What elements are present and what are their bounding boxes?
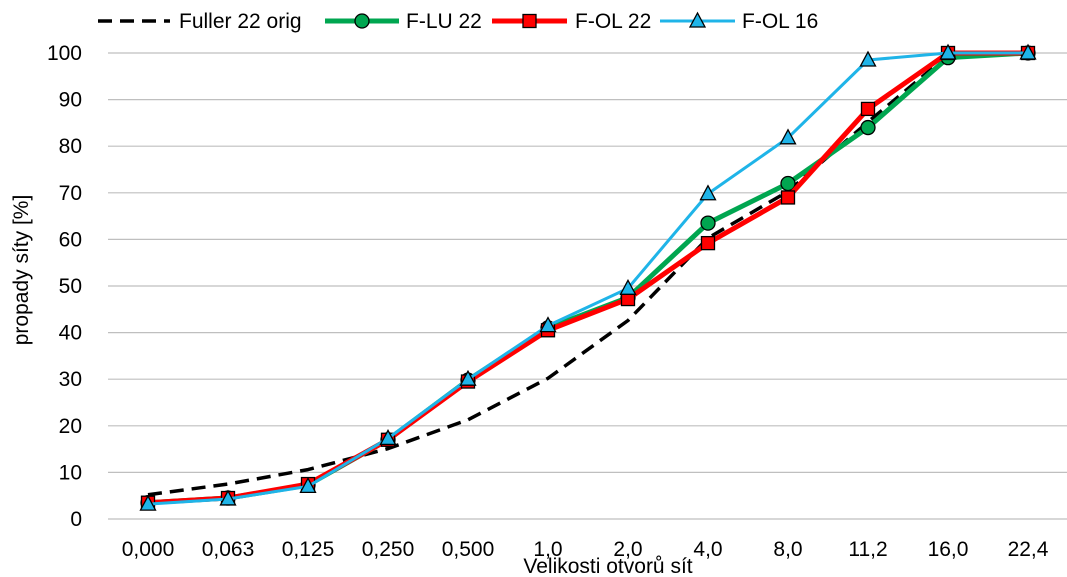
data-point <box>939 43 957 60</box>
legend-item: Fuller 22 orig <box>98 10 302 33</box>
legend-label: F-OL 22 <box>575 10 651 33</box>
y-tick-label: 70 <box>59 182 82 205</box>
legend-item: F-OL 22 <box>492 10 651 33</box>
series-line <box>147 51 1029 497</box>
legend-item: F-LU 22 <box>325 10 482 33</box>
x-tick-label: 8,0 <box>773 538 802 561</box>
y-tick-label: 0 <box>70 508 82 531</box>
data-point <box>379 429 397 446</box>
data-point <box>859 50 877 67</box>
y-tick-label: 30 <box>59 368 82 391</box>
legend-marker <box>354 13 370 29</box>
legend-label: F-LU 22 <box>406 10 482 33</box>
legend-item: F-OL 16 <box>660 10 818 33</box>
series-0 <box>147 51 1029 497</box>
data-point <box>699 184 717 201</box>
y-tick-label: 50 <box>59 275 82 298</box>
grid <box>108 52 1067 520</box>
x-tick-label: 0,000 <box>122 538 175 561</box>
x-tick-label: 1,0 <box>533 538 562 561</box>
data-point <box>539 316 557 333</box>
series-2 <box>140 45 1036 510</box>
data-point <box>219 489 237 506</box>
x-tick-label: 0,125 <box>282 538 335 561</box>
legend: Fuller 22 orig F-LU 22 F-OL 22 F-OL 16 <box>98 10 818 33</box>
data-point <box>459 369 477 386</box>
data-point <box>860 101 876 117</box>
data-point <box>1019 43 1037 60</box>
y-tick-label: 20 <box>59 415 82 438</box>
series-line <box>147 50 1029 506</box>
data-point <box>779 128 797 145</box>
y-axis-title: propady síty [%] <box>10 195 33 346</box>
legend-label: Fuller 22 orig <box>179 10 302 33</box>
x-tick-label: 22,4 <box>1008 538 1049 561</box>
x-tick-label: 2,0 <box>613 538 642 561</box>
x-axis-ticks: 0,000 0,063 0,125 0,250 0,500 1,0 2,0 4,0 8,0 11,… <box>122 538 1049 561</box>
legend-marker <box>522 13 537 29</box>
x-tick-label: 0,063 <box>202 538 255 561</box>
x-tick-label: 0,250 <box>362 538 415 561</box>
y-tick-label: 90 <box>59 89 82 112</box>
data-point <box>299 477 317 494</box>
series-group <box>139 43 1037 511</box>
series-1 <box>140 45 1036 511</box>
y-tick-label: 80 <box>59 135 82 158</box>
data-point <box>619 278 637 295</box>
legend-label: F-OL 16 <box>742 10 818 33</box>
x-tick-label: 0,500 <box>442 538 495 561</box>
legend-marker <box>688 11 707 28</box>
y-tick-label: 10 <box>59 461 82 484</box>
data-point <box>700 215 716 231</box>
series-line <box>147 50 1028 506</box>
y-axis-ticks: 0 10 20 30 40 50 60 70 80 90 100 <box>47 42 82 531</box>
series-line <box>147 51 1028 506</box>
y-tick-label: 100 <box>47 42 82 65</box>
x-tick-label: 4,0 <box>693 538 722 561</box>
x-tick-label: 11,2 <box>848 538 887 561</box>
x-tick-label: 16,0 <box>928 538 969 561</box>
data-point <box>139 494 157 511</box>
data-point <box>700 235 716 251</box>
y-tick-label: 40 <box>59 322 82 345</box>
data-point <box>860 119 876 136</box>
x-axis-title: Velikosti otvorů sít <box>523 555 692 577</box>
data-point <box>780 190 796 205</box>
y-tick-label: 60 <box>59 228 82 251</box>
series-3 <box>139 43 1037 511</box>
